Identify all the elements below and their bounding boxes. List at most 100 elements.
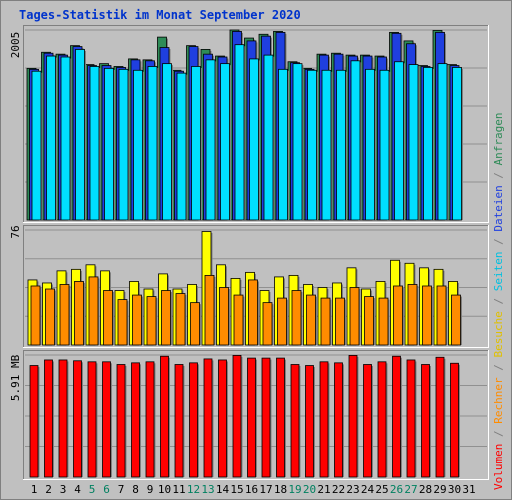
bar-seiten-day-15 — [234, 44, 245, 221]
bar-rechner-day-5 — [88, 276, 99, 346]
bar-rechner-day-2 — [45, 288, 55, 346]
x-tick-label-17: 17 — [259, 483, 272, 496]
x-tick-label-29: 29 — [433, 483, 446, 496]
bar-volumen-day-10 — [160, 355, 169, 478]
bar-rechner-day-9 — [146, 296, 157, 346]
legend-entry-2: Rechner — [492, 377, 505, 424]
legend-entry-8: Dateien — [492, 185, 505, 231]
bar-volumen-day-11 — [174, 364, 184, 478]
legend-entry-5: / — [492, 291, 505, 311]
bar-rechner-day-15 — [233, 294, 244, 346]
bar-seiten-day-24 — [365, 68, 375, 221]
bar-seiten-day-13 — [205, 59, 216, 221]
x-tick-label-1: 1 — [31, 483, 38, 496]
bar-seiten-day-27 — [408, 64, 419, 221]
x-tick-label-23: 23 — [346, 483, 359, 496]
bar-volumen-day-12 — [189, 362, 198, 478]
bar-volumen-day-7 — [116, 364, 126, 478]
bar-rechner-day-18 — [277, 297, 287, 346]
bar-seiten-day-29 — [437, 63, 448, 221]
x-tick-label-18: 18 — [274, 483, 287, 496]
x-tick-label-6: 6 — [103, 483, 110, 496]
x-tick-label-22: 22 — [332, 483, 345, 496]
bar-seiten-day-8 — [133, 69, 143, 221]
bar-rechner-day-24 — [364, 296, 374, 346]
bar-volumen-day-9 — [145, 361, 155, 478]
bar-volumen-day-24 — [363, 364, 372, 478]
legend-entry-6: Seiten — [492, 252, 505, 292]
x-tick-label-27: 27 — [404, 483, 417, 496]
bar-volumen-day-27 — [406, 359, 416, 478]
x-tick-label-24: 24 — [361, 483, 375, 496]
x-tick-label-3: 3 — [60, 483, 67, 496]
bar-rechner-day-29 — [436, 285, 447, 346]
bar-volumen-day-8 — [131, 362, 140, 478]
bar-rechner-day-27 — [407, 284, 418, 346]
bar-rechner-day-13 — [204, 274, 215, 346]
series-legend: Volumen / Rechner / Besuche / Seiten / D… — [492, 112, 505, 490]
bar-volumen-day-15 — [232, 355, 242, 478]
x-tick-label-30: 30 — [448, 483, 461, 496]
bar-seiten-day-23 — [350, 60, 361, 221]
bar-rechner-day-23 — [349, 287, 360, 346]
bar-volumen-day-16 — [247, 357, 256, 478]
x-tick-label-20: 20 — [303, 483, 316, 496]
bar-volumen-day-20 — [305, 365, 314, 478]
x-tick-label-16: 16 — [245, 483, 258, 496]
bar-seiten-day-28 — [423, 67, 433, 221]
bar-seiten-day-7 — [118, 68, 129, 221]
x-tick-label-31: 31 — [462, 483, 475, 496]
x-axis-day-labels: 1 2 3 4 5 6 7 8 9 10 11 12 13 14 15 16 17 18 19 20 21 22 23 24 2… — [31, 483, 476, 496]
bar-seiten-day-30 — [452, 67, 462, 221]
bar-rechner-day-17 — [262, 302, 273, 346]
legend-entry-10: Anfragen — [492, 112, 505, 165]
x-tick-label-2: 2 — [45, 483, 52, 496]
panel3-ymax-label: 5.91 MB — [9, 354, 22, 401]
x-tick-label-25: 25 — [375, 483, 388, 496]
bar-volumen-day-3 — [58, 359, 68, 478]
bar-rechner-day-3 — [59, 284, 70, 346]
bar-volumen-day-1 — [29, 365, 39, 478]
bar-rechner-day-7 — [117, 299, 128, 346]
bar-seiten-day-6 — [104, 67, 114, 221]
bar-rechner-day-16 — [248, 279, 258, 346]
x-tick-label-7: 7 — [118, 483, 125, 496]
bar-volumen-day-6 — [102, 361, 111, 478]
x-tick-label-26: 26 — [390, 483, 403, 496]
bar-seiten-day-14 — [220, 63, 230, 221]
legend-entry-0: Volumen — [492, 444, 505, 490]
bar-rechner-day-6 — [103, 290, 113, 346]
legend-entry-9: / — [492, 165, 505, 185]
bar-rechner-day-10 — [161, 290, 171, 346]
volume-panel — [23, 350, 489, 480]
bar-rechner-day-20 — [306, 294, 316, 346]
legend-entry-3: / — [492, 358, 505, 378]
panel2-ymax-label: 76 — [9, 225, 22, 238]
bar-rechner-day-1 — [30, 285, 41, 346]
bar-rechner-day-8 — [132, 294, 142, 346]
chart-title: Tages-Statistik im Monat September 2020 — [19, 8, 301, 22]
bar-volumen-day-23 — [348, 355, 358, 478]
x-tick-label-5: 5 — [89, 483, 96, 496]
bar-seiten-day-20 — [307, 69, 317, 221]
bar-seiten-day-21 — [321, 69, 332, 221]
bar-volumen-day-4 — [73, 360, 82, 478]
bar-rechner-day-30 — [451, 294, 461, 346]
bar-seiten-day-1 — [31, 70, 42, 221]
bar-seiten-day-22 — [336, 69, 346, 221]
bar-seiten-day-2 — [46, 55, 56, 221]
bar-rechner-day-14 — [219, 287, 229, 346]
bar-rechner-day-19 — [291, 290, 302, 346]
requests-panel — [23, 25, 489, 223]
bar-rechner-day-25 — [378, 297, 389, 346]
bar-volumen-day-2 — [44, 359, 53, 478]
bar-volumen-day-30 — [450, 362, 459, 478]
bar-seiten-day-10 — [162, 63, 172, 221]
bar-volumen-day-14 — [218, 359, 227, 478]
x-tick-label-14: 14 — [216, 483, 230, 496]
x-tick-label-21: 21 — [317, 483, 330, 496]
bar-seiten-day-5 — [89, 66, 100, 221]
bar-seiten-day-4 — [75, 49, 85, 221]
x-tick-label-4: 4 — [74, 483, 81, 496]
